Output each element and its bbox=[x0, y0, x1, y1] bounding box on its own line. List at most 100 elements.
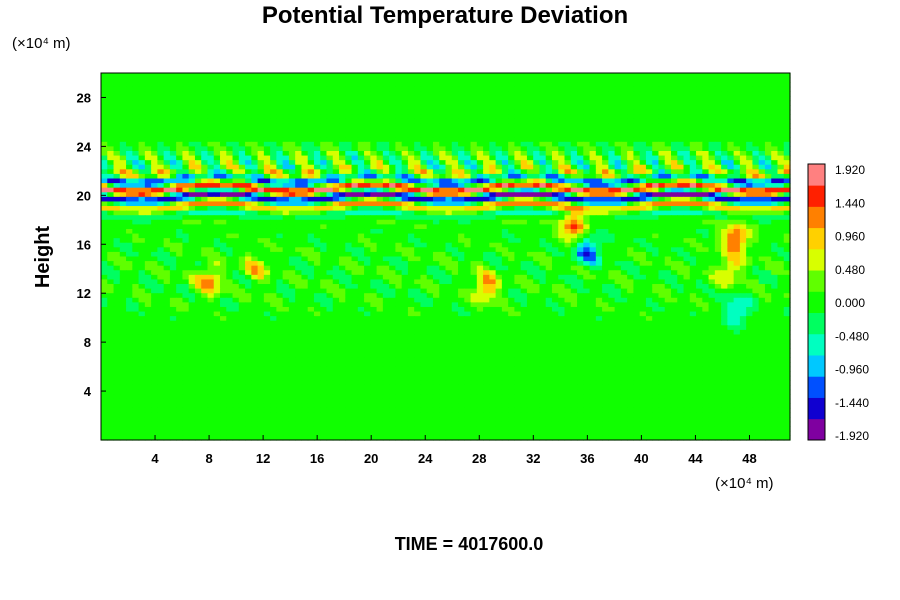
contour-cell bbox=[476, 247, 484, 253]
contour-cell bbox=[589, 77, 597, 83]
contour-cell bbox=[188, 169, 196, 175]
contour-cell bbox=[382, 114, 390, 120]
contour-cell bbox=[577, 105, 584, 111]
contour-cell bbox=[508, 123, 515, 129]
contour-cell bbox=[119, 169, 127, 175]
contour-cell bbox=[401, 77, 409, 83]
contour-cell bbox=[426, 210, 434, 216]
contour-cell bbox=[445, 109, 453, 115]
contour-cell bbox=[464, 274, 472, 281]
contour-cell bbox=[470, 86, 478, 92]
contour-cell bbox=[583, 242, 591, 248]
contour-cell bbox=[664, 77, 672, 83]
contour-cell bbox=[176, 109, 184, 115]
contour-cell bbox=[620, 270, 628, 276]
contour-cell bbox=[420, 150, 428, 157]
contour-cell bbox=[320, 201, 328, 207]
contour-cell bbox=[583, 228, 591, 235]
contour-cell bbox=[733, 77, 741, 83]
contour-cell bbox=[401, 242, 409, 248]
contour-cell bbox=[420, 169, 428, 175]
contour-cell bbox=[169, 242, 177, 248]
contour-cell bbox=[107, 118, 115, 125]
contour-cell bbox=[157, 118, 165, 125]
contour-cell bbox=[483, 183, 490, 189]
contour-cell bbox=[407, 261, 415, 267]
contour-cell bbox=[426, 95, 434, 102]
contour-cell bbox=[194, 178, 202, 184]
contour-cell bbox=[119, 183, 127, 189]
contour-cell bbox=[401, 247, 409, 253]
contour-cell bbox=[376, 178, 384, 184]
contour-cell bbox=[345, 219, 353, 225]
contour-cell bbox=[483, 196, 490, 203]
contour-cell bbox=[714, 228, 722, 235]
contour-cell bbox=[282, 201, 290, 207]
contour-cell bbox=[376, 160, 384, 166]
contour-cell bbox=[263, 279, 271, 285]
contour-cell bbox=[777, 173, 785, 180]
contour-cell bbox=[764, 82, 772, 88]
contour-cell bbox=[608, 210, 616, 216]
contour-cell bbox=[764, 105, 772, 111]
contour-cell bbox=[282, 178, 290, 184]
contour-cell bbox=[445, 261, 453, 267]
contour-cell bbox=[389, 123, 396, 129]
contour-cell bbox=[107, 228, 115, 235]
contour-cell bbox=[364, 192, 371, 198]
contour-cell bbox=[176, 100, 184, 106]
contour-cell bbox=[608, 219, 616, 225]
contour-cell bbox=[633, 123, 641, 129]
contour-cell bbox=[752, 86, 760, 92]
contour-cell bbox=[620, 73, 628, 79]
contour-cell bbox=[451, 95, 459, 102]
contour-cell bbox=[288, 114, 296, 120]
contour-cell bbox=[551, 114, 559, 120]
contour-cell bbox=[157, 169, 165, 175]
contour-cell bbox=[670, 128, 678, 134]
contour-cell bbox=[545, 82, 553, 88]
contour-cell bbox=[752, 132, 760, 138]
contour-cell bbox=[683, 265, 691, 271]
contour-cell bbox=[714, 109, 722, 115]
contour-cell bbox=[251, 118, 259, 125]
contour-cell bbox=[313, 86, 321, 92]
contour-cell bbox=[445, 210, 453, 216]
contour-cell bbox=[420, 238, 428, 244]
contour-cell bbox=[345, 265, 353, 271]
contour-cell bbox=[357, 270, 365, 276]
contour-cell bbox=[126, 77, 133, 83]
contour-cell bbox=[245, 206, 252, 212]
contour-cell bbox=[251, 192, 259, 198]
contour-cell bbox=[589, 219, 597, 225]
contour-cell bbox=[714, 160, 722, 166]
contour-cell bbox=[708, 196, 716, 203]
contour-cell bbox=[345, 187, 353, 193]
contour-cell bbox=[245, 146, 252, 152]
contour-cell bbox=[752, 224, 760, 230]
contour-cell bbox=[614, 73, 622, 79]
contour-cell bbox=[583, 77, 591, 83]
contour-cell bbox=[620, 91, 628, 97]
contour-cell bbox=[777, 91, 785, 97]
contour-cell bbox=[351, 192, 359, 198]
contour-cell bbox=[163, 114, 171, 120]
contour-cell bbox=[714, 155, 722, 161]
contour-cell bbox=[551, 128, 559, 134]
contour-cell bbox=[276, 261, 284, 267]
contour-cell bbox=[476, 201, 484, 207]
contour-cell bbox=[645, 86, 653, 92]
contour-cell bbox=[238, 91, 246, 97]
contour-cell bbox=[320, 192, 328, 198]
contour-cell bbox=[595, 238, 603, 244]
contour-cell bbox=[376, 95, 384, 102]
contour-cell bbox=[508, 215, 515, 221]
contour-cell bbox=[614, 95, 622, 102]
contour-cell bbox=[357, 77, 365, 83]
contour-cell bbox=[201, 238, 209, 244]
contour-cell bbox=[138, 196, 146, 203]
contour-cell bbox=[451, 187, 459, 193]
contour-cell bbox=[119, 274, 127, 281]
contour-cell bbox=[495, 210, 503, 216]
contour-cell bbox=[320, 146, 328, 152]
